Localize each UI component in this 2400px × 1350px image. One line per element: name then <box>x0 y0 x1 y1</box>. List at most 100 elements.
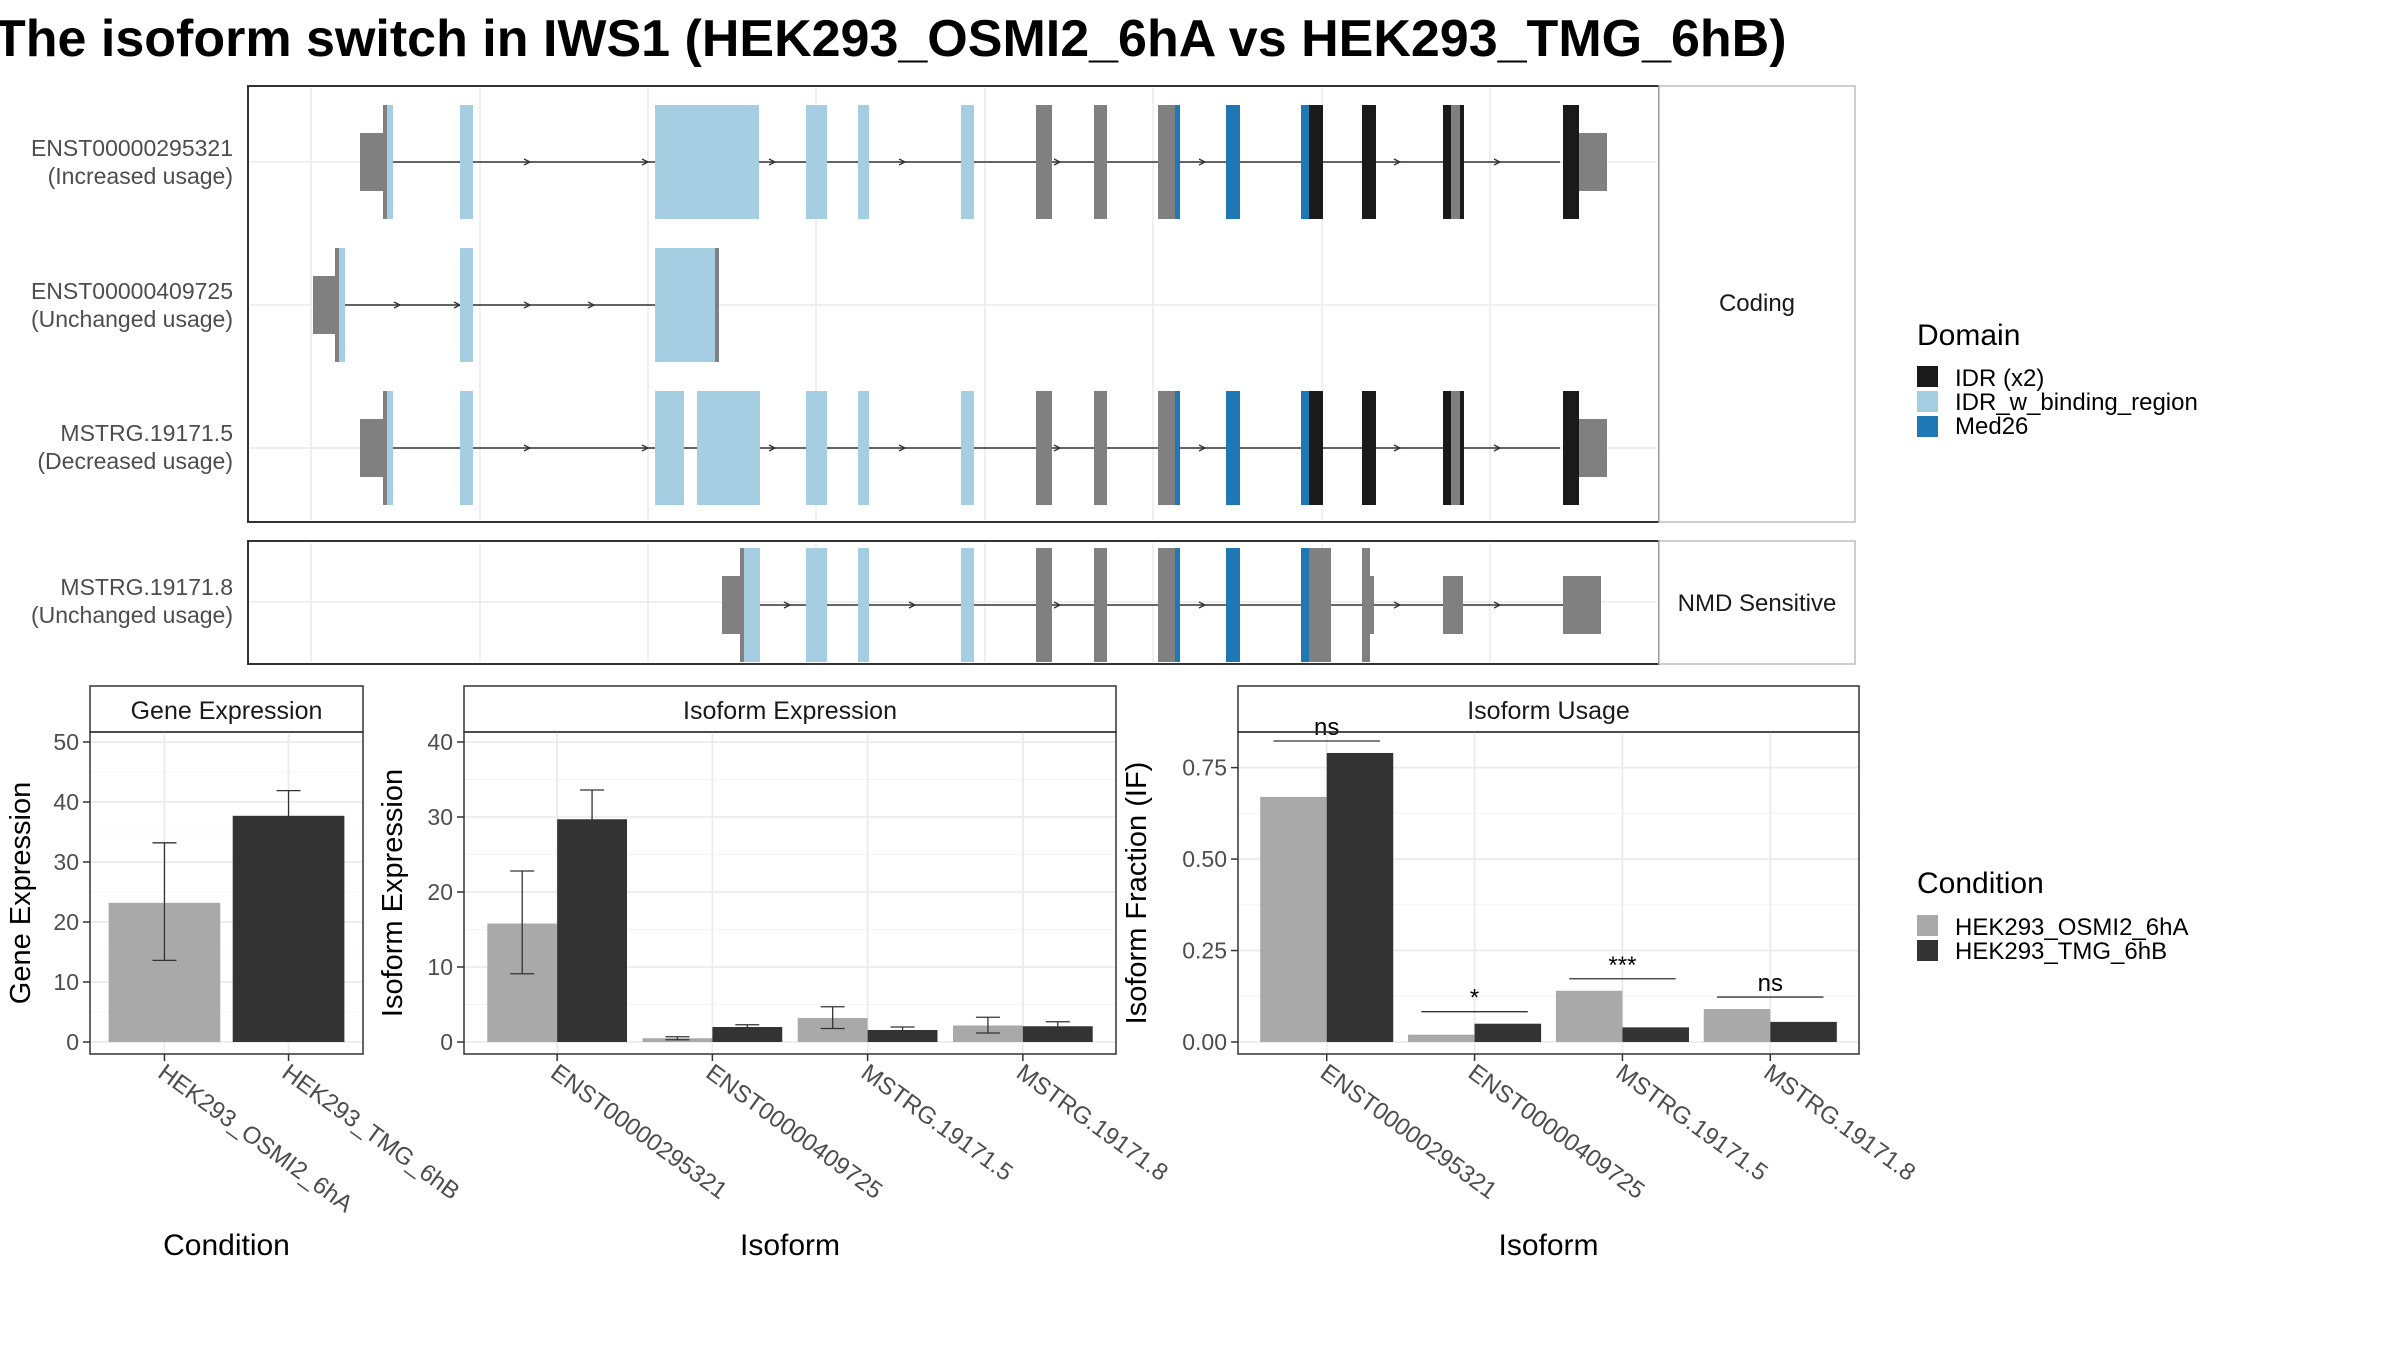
strand-arrow <box>1493 444 1502 452</box>
facet-strip-nmd <box>1658 540 1856 665</box>
facet-strip-coding <box>1658 85 1856 523</box>
bar-chart-2: Isoform ExpressionENST00000295321ENST000… <box>377 685 1173 1262</box>
exon-block <box>961 391 974 505</box>
bar-chart-3: Isoform UsagensENST00000295321*ENST00000… <box>1121 685 1920 1262</box>
exon-block <box>1443 105 1451 219</box>
exon-block <box>1309 548 1331 662</box>
y-axis-label: Isoform Fraction (IF) <box>1121 762 1153 1025</box>
significance-label: ns <box>1758 970 1783 997</box>
y-tick-label: 10 <box>53 969 79 995</box>
exon-block <box>313 276 335 334</box>
bar <box>1703 1009 1771 1042</box>
exon-block <box>360 133 384 191</box>
panel-title: Gene Expression <box>131 697 323 725</box>
exon-block <box>460 105 473 219</box>
exon-block <box>460 248 473 362</box>
facet-label-nmd: NMD Sensitive <box>1678 590 1837 617</box>
strand-arrow <box>898 444 907 452</box>
exon-block <box>1362 548 1370 662</box>
strand-arrow <box>1493 158 1502 166</box>
bar-charts: Gene ExpressionHEK293_OSMI2_6hAHEK293_TM… <box>5 685 1920 1262</box>
isoform-usage-label: (Unchanged usage) <box>31 306 233 332</box>
y-tick-label: 30 <box>53 849 79 875</box>
strand-arrow <box>1053 444 1062 452</box>
strand-arrow <box>898 158 907 166</box>
exon-block <box>1362 391 1376 505</box>
exon-block <box>722 576 740 634</box>
condition-legend: Condition HEK293_OSMI2_6hA HEK293_TMG_6h… <box>1917 867 2188 965</box>
exon-block <box>1226 105 1240 219</box>
strand-arrow <box>1053 601 1062 609</box>
legend-label: IDR (x2) <box>1955 365 2044 392</box>
transcript-row <box>360 391 1607 505</box>
isoform-id-label: MSTRG.19171.8 <box>60 574 233 600</box>
strand-arrow <box>523 301 532 309</box>
panel-strip <box>463 685 1117 733</box>
exon-block <box>1451 105 1460 219</box>
strand-arrow <box>1198 158 1207 166</box>
bar <box>1622 1027 1689 1042</box>
strand-arrow <box>1493 601 1502 609</box>
bar <box>1555 990 1623 1042</box>
transcript-row <box>313 248 719 362</box>
x-axis-label: Isoform <box>1498 1229 1598 1262</box>
exon-block <box>1036 548 1052 662</box>
significance-label: ns <box>1314 714 1339 741</box>
exon-block <box>1036 391 1052 505</box>
exon-block <box>858 105 869 219</box>
exon-block <box>1175 548 1180 662</box>
exon-block <box>1175 391 1180 505</box>
legend-label: HEK293_OSMI2_6hA <box>1955 914 2188 941</box>
strand-arrow <box>908 601 917 609</box>
y-tick-label: 0.75 <box>1182 755 1227 781</box>
strand-arrow <box>587 301 596 309</box>
exon-block <box>1175 105 1180 219</box>
strand-arrow <box>768 444 777 452</box>
exon-block <box>961 548 974 662</box>
bar <box>1260 796 1327 1042</box>
y-tick-label: 20 <box>53 909 79 935</box>
y-tick-label: 30 <box>427 804 453 830</box>
strand-arrow <box>1393 158 1402 166</box>
structure-panel-coding <box>247 85 1660 523</box>
y-tick-label: 40 <box>427 729 453 755</box>
exon-block <box>1563 105 1579 219</box>
y-tick-label: 0.25 <box>1182 938 1227 964</box>
exon-block <box>1301 105 1309 219</box>
isoform-label-2: ENST00000409725 (Unchanged usage) <box>31 278 233 332</box>
exon-block <box>1362 105 1376 219</box>
panel-border <box>1237 731 1860 1055</box>
isoform-usage-label: (Decreased usage) <box>37 448 233 474</box>
y-tick-label: 40 <box>53 789 79 815</box>
isoform-usage-label: (Unchanged usage) <box>31 602 233 628</box>
exon-block <box>339 248 345 362</box>
exon-block <box>1443 391 1451 505</box>
facet-label-coding: Coding <box>1719 290 1795 317</box>
strand-arrow <box>641 158 650 166</box>
strand-arrow <box>523 158 532 166</box>
bar <box>1408 1034 1475 1042</box>
exon-block <box>1460 391 1464 505</box>
exon-block <box>1315 105 1323 219</box>
panel-strip <box>89 685 364 733</box>
exon-block <box>1158 105 1175 219</box>
exon-block <box>1301 391 1309 505</box>
panel-title: Isoform Usage <box>1467 697 1630 725</box>
exon-block <box>744 548 760 662</box>
transcript-row <box>722 548 1601 662</box>
exon-block <box>1309 391 1315 505</box>
bar <box>1770 1021 1837 1042</box>
y-tick-label: 0 <box>440 1029 453 1055</box>
exon-block <box>1226 391 1240 505</box>
bar <box>1022 1026 1093 1042</box>
legend-key-cond-b <box>1917 940 1938 961</box>
isoform-label-1: ENST00000295321 (Increased usage) <box>31 135 233 189</box>
exon-block <box>806 391 827 505</box>
exon-block <box>1094 105 1107 219</box>
exon-block <box>1370 576 1374 634</box>
exon-block <box>1315 391 1323 505</box>
exon-block <box>961 105 974 219</box>
legend-label: IDR_w_binding_region <box>1955 389 2198 416</box>
strand-arrow <box>1198 601 1207 609</box>
